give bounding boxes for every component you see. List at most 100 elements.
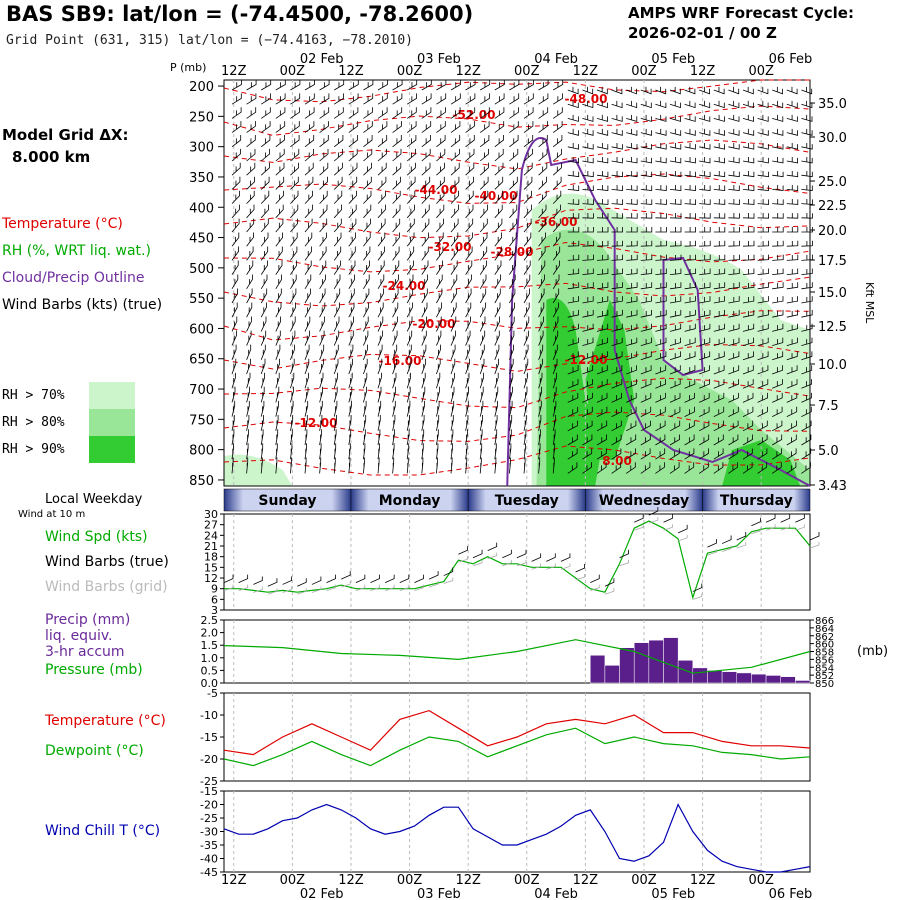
wind-barb [304,330,310,346]
windchill-tick-label: -35 [200,839,218,852]
grid-wind-barb [238,584,249,592]
wind-barb [786,282,799,290]
grid-wind-barb [472,559,483,567]
wind-barb [684,268,696,275]
wind-barb [684,296,696,304]
wind-barb [392,400,396,417]
wind-barb [640,268,653,275]
wind-barb [465,204,474,219]
wind-barb [757,337,769,346]
wind-barb [436,344,441,360]
wind-barb [728,323,740,332]
wind-barb [713,114,725,122]
wind-barb [260,288,268,304]
wind-barb [377,148,387,162]
wind-barb [538,400,542,417]
surface-wind-barb [707,539,717,548]
wind-barb [655,309,667,318]
wind-barb [582,100,594,109]
temp-contour [223,79,810,103]
wind-barb [275,246,283,261]
wind-barb [757,240,769,247]
wind-barb [786,268,799,275]
wind-barb [552,443,556,460]
wind-barb [465,79,476,91]
windchill-tick-label: -45 [200,866,218,879]
wind-barb [742,420,754,432]
wind-barb [246,429,249,446]
wind-barb [552,176,562,190]
wind-barb [509,148,519,162]
wind-barb [479,316,486,332]
wind-barb [684,212,696,219]
windspd-tick-label: 12 [204,572,218,585]
wind-barb [479,246,488,261]
wind-barb [728,240,740,247]
wind-barb [436,93,447,105]
wind-barb [246,135,256,148]
wind-barb [246,330,252,346]
wind-barb [260,400,265,417]
wind-barb [465,400,469,417]
wind-barb [552,330,559,346]
grid-wind-barb [604,588,615,595]
wind-barb [611,309,623,318]
wind-barb [421,344,427,360]
wind-barb [377,372,382,389]
wind-barb [801,212,813,219]
wind-barb [801,254,813,261]
temp-label: -24.00 [383,279,426,293]
wind-barb [582,142,594,150]
wind-barb [728,156,740,164]
wind-barb [786,170,799,178]
wind-barb [640,170,653,178]
wind-barb [567,337,579,346]
wind-barb [596,420,608,432]
wind-barb [479,232,488,247]
wind-barb [392,274,399,290]
top-date-label: 04 Feb [534,52,578,67]
windspd-tick-label: 6 [211,593,218,606]
wind-barb [406,107,417,119]
surface-wind-barb [677,524,688,534]
wind-barb [333,93,344,105]
wind-barb [786,142,798,150]
wind-barb [392,148,402,162]
wind-barb [669,198,682,205]
surface-wind-barb [560,553,571,562]
wind-barb [669,337,681,346]
bottom-date-label: 04 Feb [534,887,578,900]
wind-barb [757,282,769,290]
wind-barb [757,309,769,318]
wind-barb [290,162,299,176]
wind-barb [640,379,652,389]
wind-barb [319,316,325,332]
wind-barb [406,232,415,247]
wind-barb [333,288,341,304]
wind-barb [655,198,667,205]
wind-barb [436,218,444,233]
wind-barb [509,176,518,190]
wind-barb [713,379,725,389]
wind-barb [567,240,580,247]
top-hour-label: 12Z [338,64,364,79]
wind-barb [333,260,341,275]
wind-barb [611,379,623,389]
wind-barb [377,358,383,375]
wind-barb [742,282,755,290]
wind-barb [772,254,784,261]
wind-barb [523,457,526,474]
legend-temp-panel: Temperature (°C) [45,713,166,729]
wind-barb [363,288,370,304]
wind-barb [757,462,768,474]
pressure-tick-label: 850 [815,679,834,690]
wind-barb [698,434,710,446]
wind-barb [523,372,528,389]
height-tick-label: 5.0 [818,444,839,459]
wind-barb [640,212,653,219]
wind-barb [684,128,696,136]
wind-barb [231,79,242,91]
wind-barb [801,282,813,290]
wind-barb [523,204,532,219]
wind-barb [552,429,556,446]
